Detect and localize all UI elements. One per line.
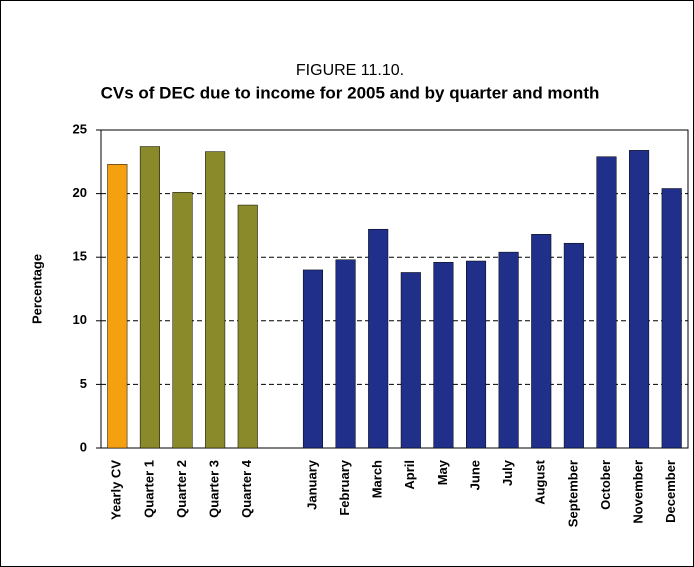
x-tick-label: August — [533, 459, 548, 504]
y-tick-label: 15 — [73, 249, 87, 264]
bar — [498, 251, 519, 449]
chart-title: FIGURE 11.10. — [296, 62, 404, 79]
bar — [237, 204, 258, 449]
bar — [465, 260, 487, 449]
x-tick-label: April — [402, 460, 417, 490]
plot-area — [100, 129, 689, 449]
chart-subtitle: CVs of DEC due to income for 2005 and by… — [101, 83, 600, 102]
bar — [172, 192, 193, 449]
x-tick-label: Yearly CV — [109, 460, 124, 520]
bar — [335, 259, 356, 449]
y-axis-label: Percentage — [29, 254, 44, 324]
x-tick-label: June — [467, 460, 482, 490]
x-tick-label: March — [370, 460, 385, 498]
x-tick-label: Quarter 4 — [239, 459, 254, 518]
bar — [563, 242, 584, 449]
y-tick-label: 20 — [73, 185, 87, 200]
bar — [400, 272, 421, 449]
y-tick-label: 0 — [80, 439, 87, 454]
x-tick-label: December — [663, 460, 678, 523]
y-tick-label: 25 — [73, 121, 87, 136]
bar — [205, 151, 226, 449]
x-tick-label: Quarter 2 — [174, 460, 189, 518]
bar — [433, 262, 454, 449]
x-tick-label: July — [500, 459, 515, 486]
x-tick-label: May — [435, 459, 450, 485]
bar — [596, 156, 617, 449]
x-tick-label: January — [304, 459, 319, 510]
bar — [139, 146, 160, 449]
x-tick-label: February — [337, 459, 352, 515]
y-tick-label: 5 — [80, 376, 87, 391]
x-tick-label: Quarter 3 — [207, 460, 222, 518]
y-tick-label: 10 — [73, 312, 87, 327]
x-tick-label: November — [631, 460, 646, 524]
x-tick-label: October — [598, 460, 613, 510]
bar — [302, 269, 324, 449]
x-tick-label: Quarter 1 — [141, 460, 156, 518]
bar — [531, 234, 552, 449]
bar — [629, 150, 650, 449]
bar — [368, 228, 389, 449]
bar — [661, 188, 682, 449]
bar — [107, 164, 128, 449]
x-tick-label: September — [565, 460, 580, 527]
